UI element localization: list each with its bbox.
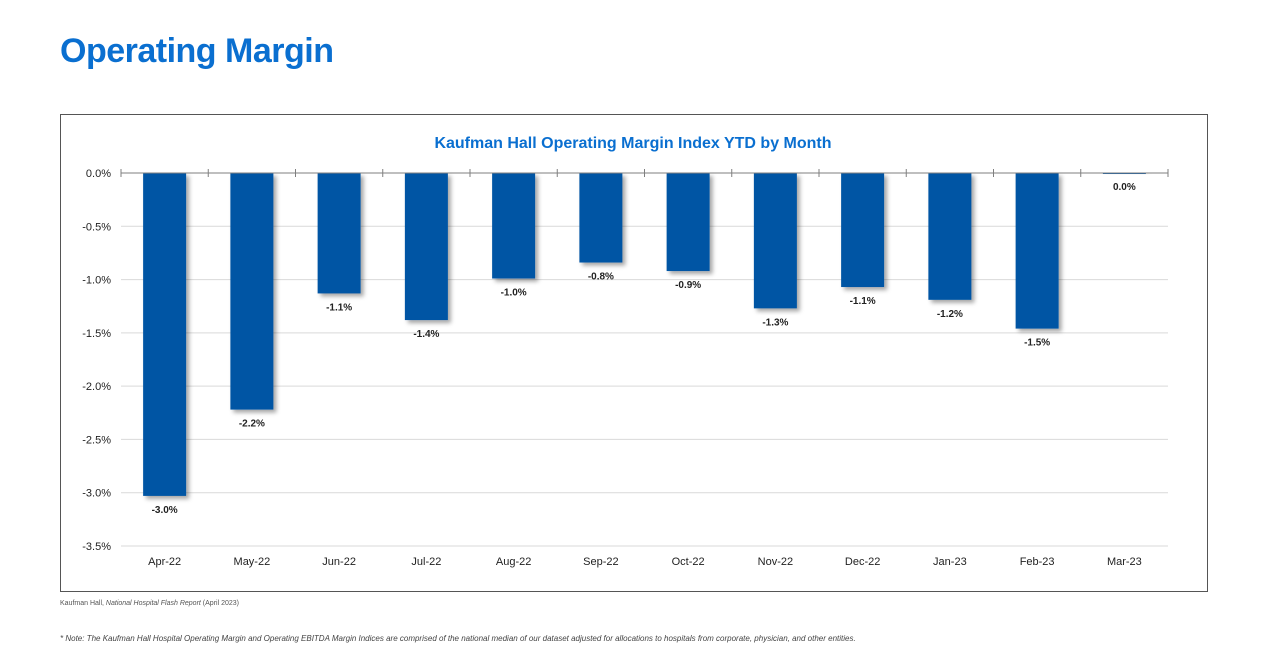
y-tick-label: -2.5% <box>82 434 111 446</box>
bar-sep-22 <box>579 173 623 263</box>
bar-jul-22 <box>404 173 448 321</box>
bar-oct-22 <box>666 173 710 272</box>
x-tick-label: Oct-22 <box>672 556 705 568</box>
bar-dec-22 <box>841 173 885 288</box>
x-tick-label: May-22 <box>234 556 271 568</box>
y-tick-label: -1.5% <box>82 328 111 340</box>
y-tick-label: -2.0% <box>82 381 111 393</box>
data-label: -3.0% <box>152 505 178 516</box>
bar-chart: Kaufman Hall Operating Margin Index YTD … <box>82 135 1169 568</box>
x-tick-label: Apr-22 <box>148 556 181 568</box>
x-tick-label: Sep-22 <box>583 556 618 568</box>
bar-jun-22 <box>317 173 361 294</box>
data-label: -1.3% <box>762 317 788 328</box>
y-tick-label: -1.0% <box>82 275 111 287</box>
data-label: -1.0% <box>501 288 527 299</box>
bar-aug-22 <box>492 173 536 279</box>
data-label: -0.9% <box>675 280 701 291</box>
bar-jan-23 <box>928 173 972 300</box>
y-tick-label: 0.0% <box>86 168 111 180</box>
footnote: * Note: The Kaufman Hall Hospital Operat… <box>60 634 856 643</box>
data-label: -0.8% <box>588 272 614 283</box>
data-label: -1.1% <box>326 302 352 313</box>
x-tick-label: Mar-23 <box>1107 556 1142 568</box>
x-tick-label: Jun-22 <box>322 556 356 568</box>
y-tick-label: -0.5% <box>82 221 111 233</box>
bar-nov-22 <box>753 173 797 309</box>
data-label: -2.2% <box>239 419 265 430</box>
x-tick-label: Dec-22 <box>845 556 880 568</box>
source-citation: Kaufman Hall, National Hospital Flash Re… <box>60 600 239 607</box>
chart-container: Kaufman Hall Operating Margin Index YTD … <box>60 114 1208 592</box>
data-label: -1.5% <box>1024 338 1050 349</box>
data-label: 0.0% <box>1113 182 1136 193</box>
x-tick-label: Nov-22 <box>758 556 793 568</box>
y-tick-label: -3.5% <box>82 541 111 553</box>
x-tick-label: Feb-23 <box>1020 556 1055 568</box>
y-tick-label: -3.0% <box>82 488 111 500</box>
bar-apr-22 <box>143 173 187 496</box>
chart-title: Kaufman Hall Operating Margin Index YTD … <box>434 135 831 152</box>
x-tick-label: Jul-22 <box>411 556 441 568</box>
x-tick-label: Jan-23 <box>933 556 967 568</box>
page-title: Operating Margin <box>60 32 334 70</box>
bar-may-22 <box>230 173 274 410</box>
data-label: -1.1% <box>850 296 876 307</box>
x-tick-label: Aug-22 <box>496 556 531 568</box>
data-label: -1.4% <box>413 329 439 340</box>
data-label: -1.2% <box>937 309 963 320</box>
bar-feb-23 <box>1015 173 1059 329</box>
